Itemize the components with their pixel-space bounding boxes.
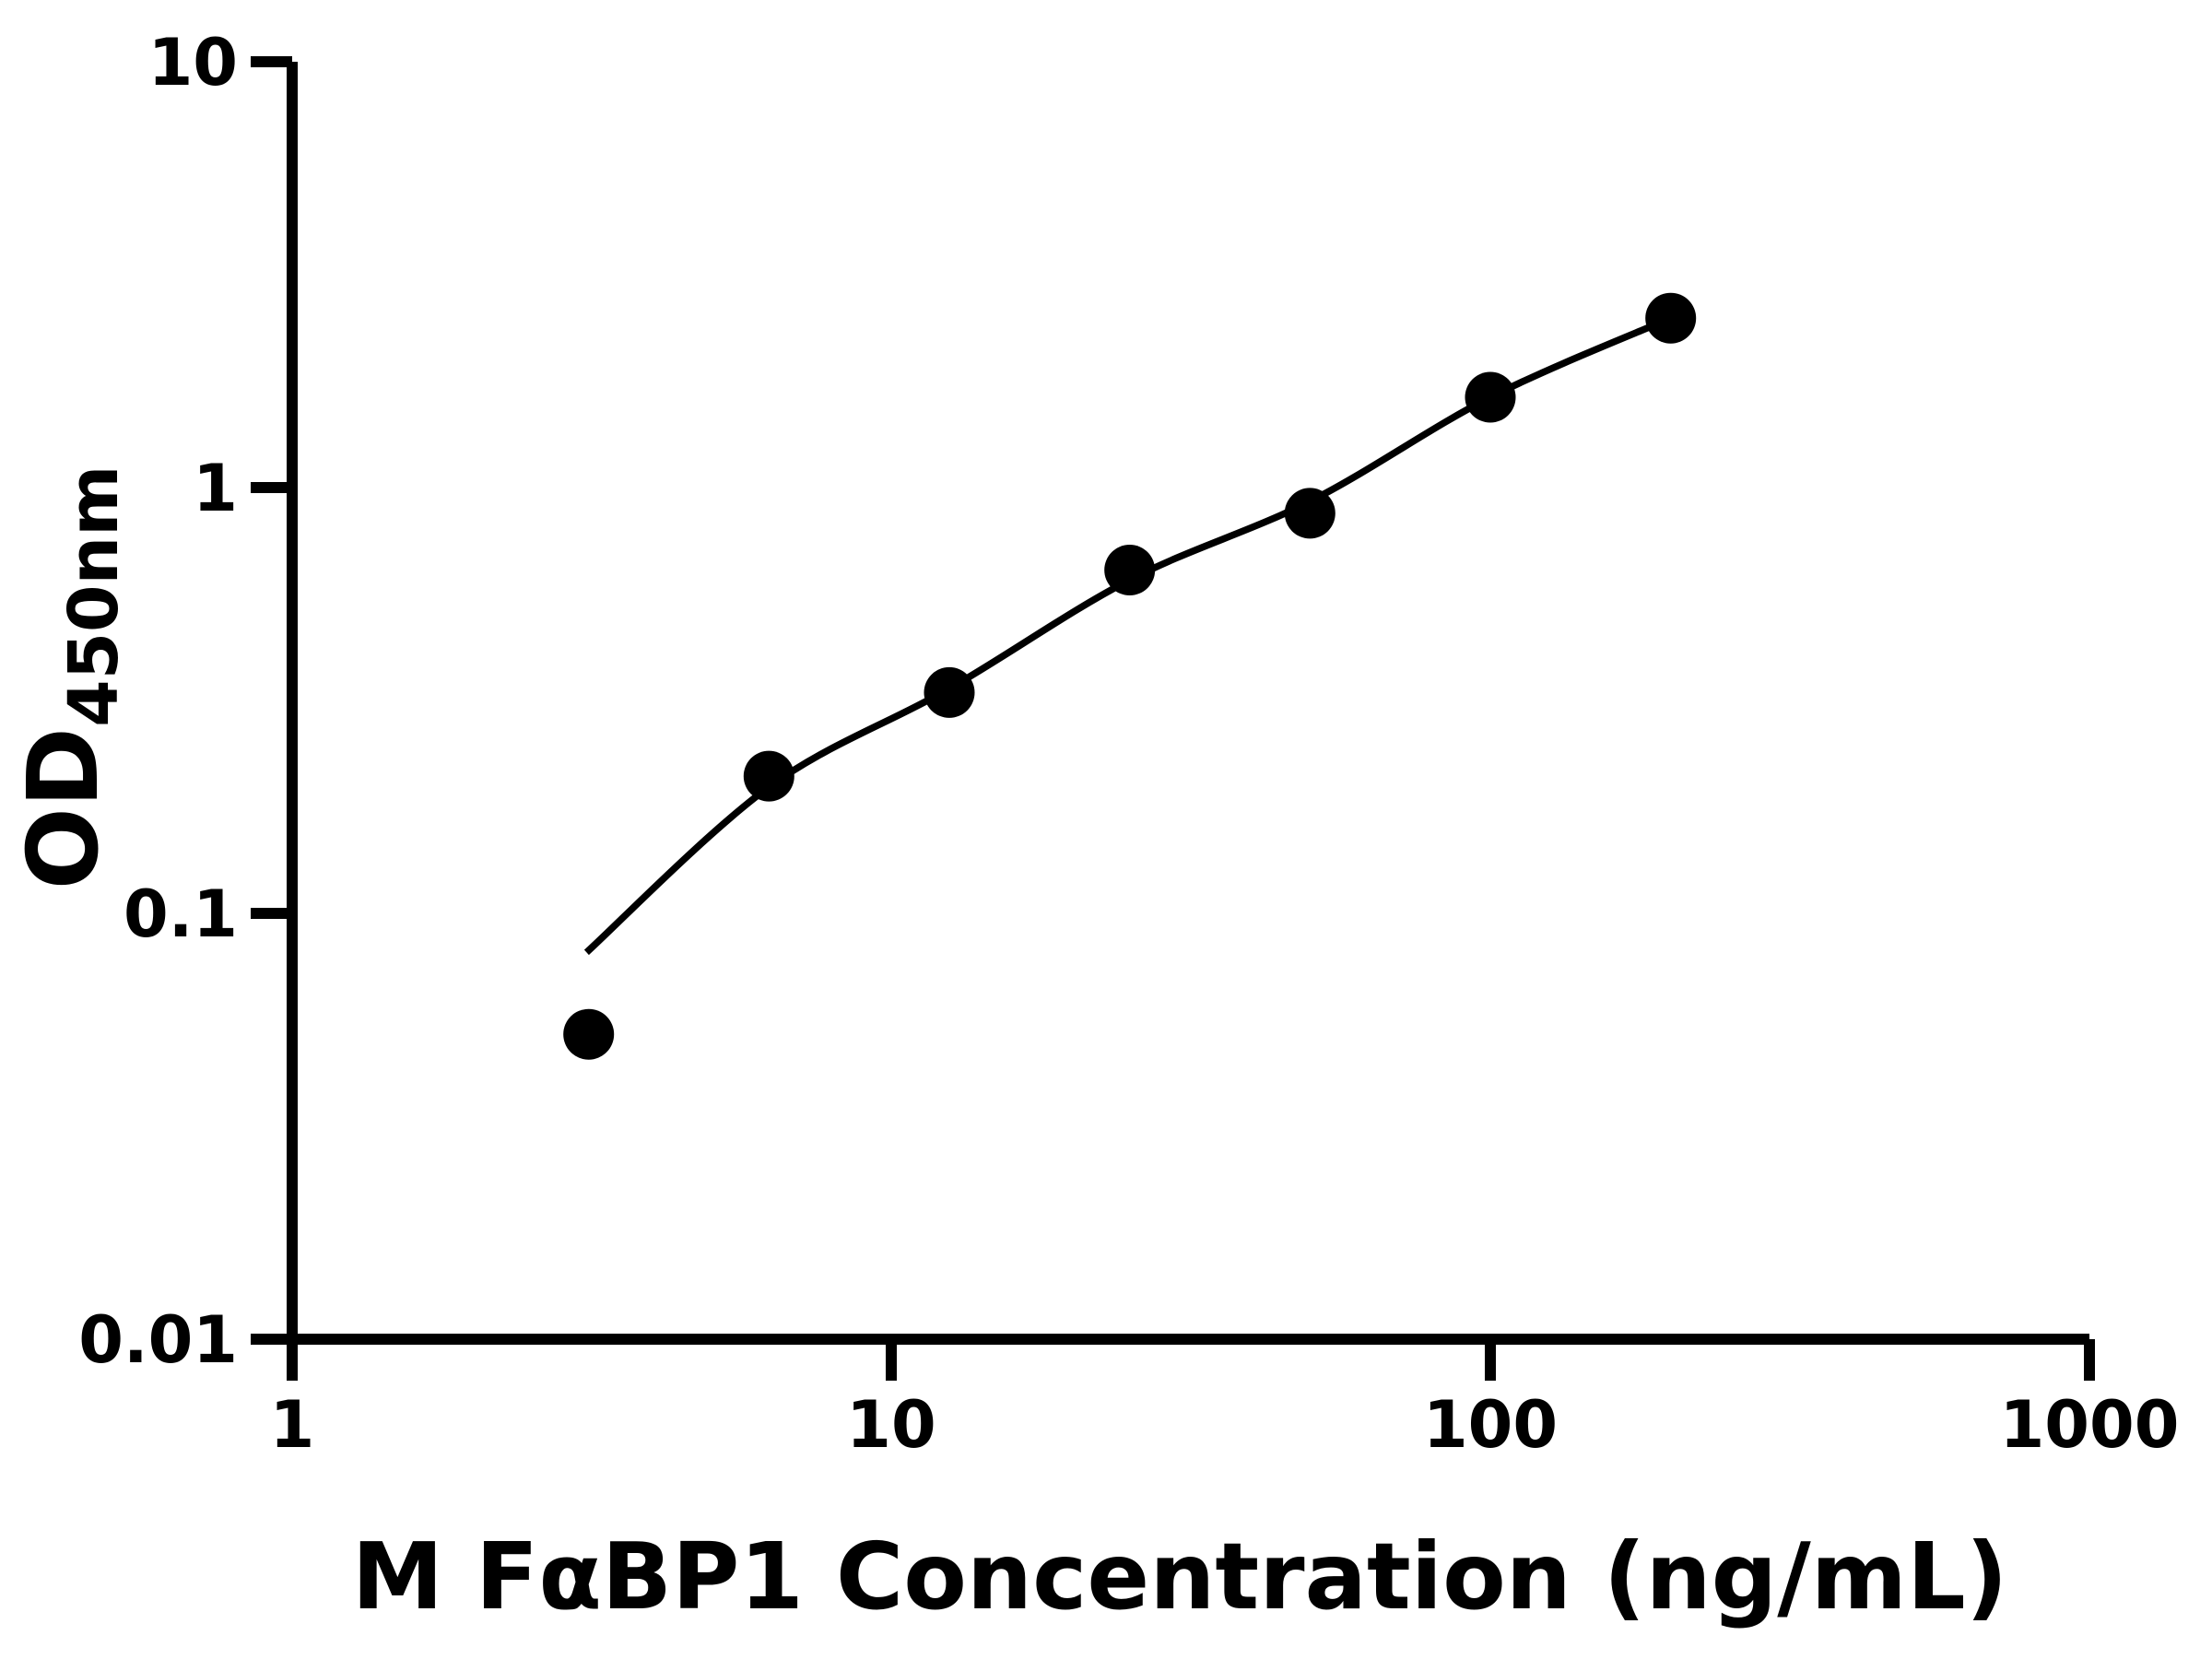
x-axis-title: M FαBP1 Concentration (ng/mL) xyxy=(352,1523,2008,1630)
data-point xyxy=(1104,545,1156,595)
y-axis-title-main: OD xyxy=(7,727,120,889)
y-axis-title: OD450nm xyxy=(7,465,134,890)
y-tick-label-1: 1 xyxy=(193,451,238,526)
x-tick-label-1000: 1000 xyxy=(2000,1387,2180,1463)
data-point xyxy=(1284,488,1335,539)
x-tick-label-10: 10 xyxy=(846,1387,935,1463)
data-point xyxy=(1465,371,1516,423)
data-point xyxy=(743,750,794,802)
y-tick-label-0.01: 0.01 xyxy=(78,1302,238,1378)
x-tick-label-1: 1 xyxy=(270,1387,315,1463)
y-axis-title-subscript: 450nm xyxy=(54,465,134,727)
data-point xyxy=(563,1008,615,1060)
x-tick-label-100: 100 xyxy=(1423,1387,1558,1463)
data-series xyxy=(563,292,1697,1060)
data-point xyxy=(924,666,975,718)
y-tick-label-10: 10 xyxy=(148,25,238,100)
axis-ticks: 1 10 100 1000 0.01 0.1 1 10 xyxy=(78,25,2179,1463)
data-point xyxy=(1645,292,1697,344)
y-tick-label-0.1: 0.1 xyxy=(124,877,238,952)
